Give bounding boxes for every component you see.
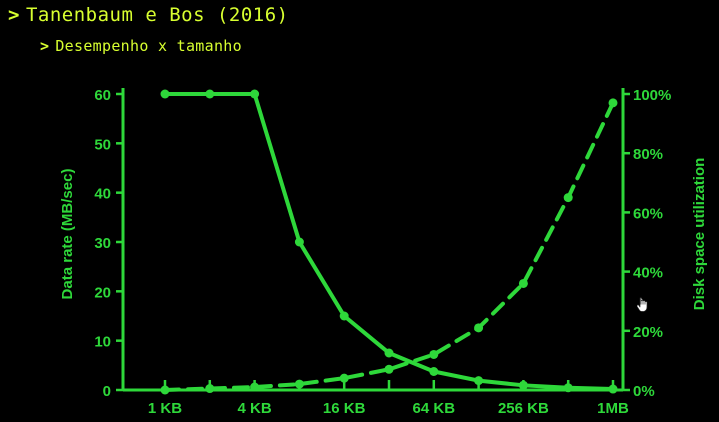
hand-pointer-icon <box>636 296 651 312</box>
slide-subtitle: > Desempenho x tamanho <box>40 37 242 55</box>
right-y-tick-label: 80% <box>633 146 663 163</box>
left-y-tick-label: 60 <box>94 87 111 104</box>
data-rate-point <box>205 89 215 99</box>
disk-utilization-series <box>160 98 618 395</box>
x-tick-label: 1MB <box>597 400 629 417</box>
data-rate-point <box>563 383 573 393</box>
x-tick-label: 16 KB <box>323 400 366 417</box>
left-y-tick-label: 30 <box>94 235 111 252</box>
left-y-axis-title: Data rate (MB/sec) <box>59 169 76 300</box>
left-y-tick-label: 0 <box>103 383 111 400</box>
right-y-tick-label: 40% <box>633 265 663 282</box>
data-rate-point <box>429 367 439 376</box>
right-y-axis-title: Disk space utilization <box>691 158 708 311</box>
data-rate-point <box>339 311 349 321</box>
disk-utilization-point <box>339 373 349 383</box>
disk-utilization-point <box>518 278 528 288</box>
slide-title: > Tanenbaum e Bos (2016) <box>8 4 289 26</box>
disk-utilization-point <box>429 349 439 359</box>
data-rate-point <box>474 376 484 386</box>
disk-utilization-point <box>250 382 260 392</box>
right-y-tick-label: 0% <box>633 383 655 400</box>
disk-utilization-line <box>163 100 615 392</box>
left-y-tick-label: 50 <box>94 136 111 153</box>
data-rate-point <box>608 384 618 394</box>
data-rate-point <box>384 348 394 358</box>
disk-utilization-point <box>563 193 573 203</box>
left-y-tick-label: 10 <box>94 334 111 351</box>
title-text: Tanenbaum e Bos (2016) <box>25 4 289 26</box>
subtitle-text: Desempenho x tamanho <box>55 37 242 55</box>
chart-series <box>160 89 618 395</box>
data-rate-point <box>250 89 260 99</box>
title-bullet: > <box>8 4 20 26</box>
disk-utilization-point <box>160 385 170 395</box>
disk-utilization-point <box>384 364 394 374</box>
disk-utilization-point <box>294 379 304 389</box>
x-tick-label: 4 KB <box>238 400 272 417</box>
disk-utilization-point <box>474 323 484 333</box>
left-y-axis-ticks: 0 10 20 30 40 50 60 <box>94 87 123 400</box>
x-axis-ticks: 1 KB 4 KB 16 KB 64 KB 256 KB 1MB <box>148 380 629 417</box>
right-y-tick-label: 20% <box>633 324 663 341</box>
left-y-tick-label: 40 <box>94 186 111 203</box>
data-rate-point <box>294 237 304 247</box>
right-y-axis-ticks: 0% 20% 40% 60% 80% 100% <box>623 87 671 400</box>
disk-utilization-point <box>205 384 215 394</box>
x-tick-label: 1 KB <box>148 400 182 417</box>
x-tick-label: 256 KB <box>498 400 549 417</box>
x-tick-label: 64 KB <box>413 400 456 417</box>
data-rate-point <box>160 89 170 99</box>
data-rate-point <box>518 380 528 390</box>
subtitle-bullet: > <box>40 37 50 55</box>
left-y-tick-label: 20 <box>94 284 111 301</box>
right-y-tick-label: 60% <box>633 205 663 222</box>
data-rate-series <box>160 89 618 394</box>
disk-utilization-point <box>608 98 618 108</box>
right-y-tick-label: 100% <box>633 87 671 104</box>
